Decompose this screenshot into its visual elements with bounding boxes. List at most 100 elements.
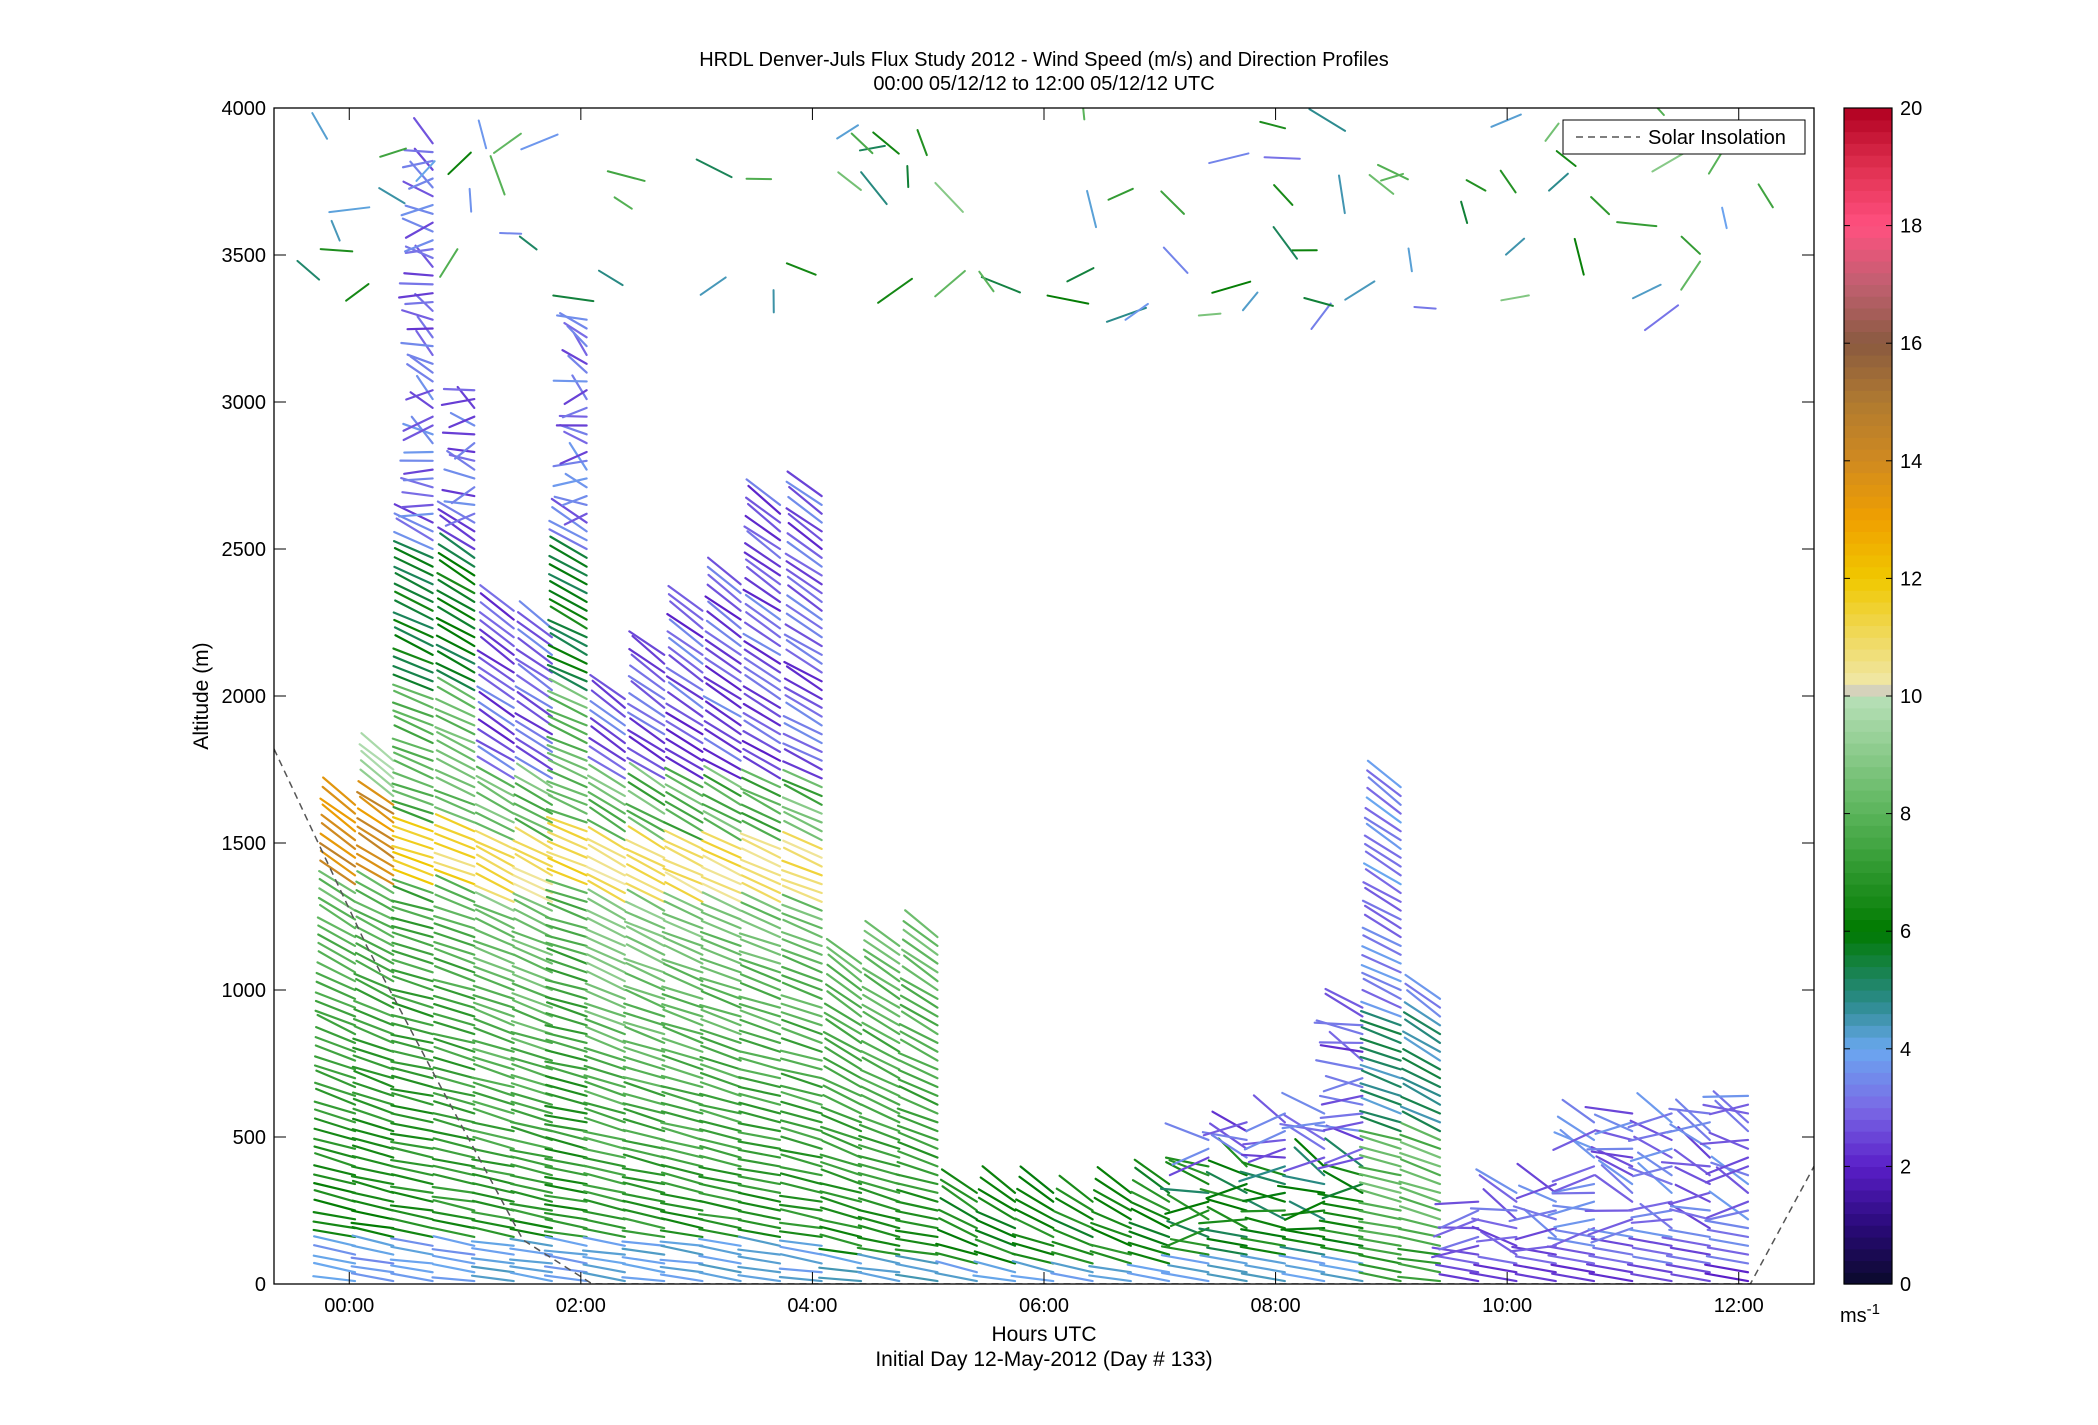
wind-barb [328, 206, 371, 214]
wind-barb [390, 1217, 434, 1230]
wind-barb [319, 859, 357, 886]
wind-barb [818, 1247, 863, 1256]
wind-barb [738, 1029, 782, 1045]
wind-barb [1544, 122, 1560, 142]
wind-barb [390, 916, 434, 930]
wind-barb [1708, 1237, 1750, 1247]
wind-barb [441, 488, 476, 498]
wind-barb [785, 648, 823, 674]
wind-barb [1050, 1261, 1094, 1274]
wind-barb [585, 928, 626, 948]
wind-barb [434, 707, 476, 727]
wind-barb [402, 180, 434, 198]
wind-barb [1514, 1255, 1557, 1265]
wind-barb [313, 1108, 357, 1124]
wind-barb [391, 1074, 434, 1089]
wind-barb [548, 668, 588, 692]
wind-barb [1438, 1235, 1480, 1251]
wind-barb [546, 735, 588, 753]
wind-barb [1362, 977, 1402, 1000]
wind-barb [582, 1263, 626, 1274]
wind-barb [625, 935, 666, 956]
wind-barb [661, 993, 704, 1009]
wind-barb [1281, 1121, 1326, 1130]
wind-barb [661, 1037, 704, 1053]
wind-barb [737, 1265, 782, 1274]
wind-barb [700, 1036, 742, 1053]
wind-barb [1284, 1228, 1326, 1239]
wind-barb [1240, 1254, 1286, 1265]
wind-barb [356, 870, 395, 895]
wind-barb [743, 648, 782, 674]
wind-barb [1400, 1158, 1442, 1177]
colorbar-band [1844, 249, 1892, 262]
wind-barb [1202, 1121, 1248, 1137]
y-tick-label: 3500 [222, 245, 267, 267]
wind-barb [402, 422, 434, 436]
wind-barb [476, 649, 515, 674]
wind-barb [779, 1181, 823, 1194]
wind-barb [432, 1164, 476, 1177]
wind-barb [547, 715, 588, 736]
wind-barb [436, 757, 476, 780]
wind-barb [660, 1110, 704, 1124]
wind-barb [512, 866, 553, 886]
wind-barb [312, 1220, 357, 1230]
wind-barb [435, 776, 476, 798]
colorbar-band [1844, 1154, 1892, 1167]
wind-barb [582, 1271, 626, 1283]
wind-barb [512, 847, 553, 868]
wind-barb [697, 1212, 742, 1221]
wind-barb [433, 1002, 476, 1018]
wind-barb [1259, 120, 1287, 130]
wind-barb [1547, 1254, 1596, 1265]
wind-barb [626, 756, 666, 780]
wind-barb [1710, 1155, 1750, 1186]
wind-barb [510, 1056, 553, 1071]
wind-barb [446, 449, 476, 471]
wind-barb [440, 397, 476, 407]
wind-barb [547, 857, 588, 877]
wind-barb [1600, 1164, 1634, 1194]
wind-barb [737, 1228, 782, 1239]
wind-barb [1359, 1037, 1402, 1053]
wind-barb [662, 971, 704, 992]
colorbar-band [1844, 413, 1892, 427]
wind-barb [313, 1117, 357, 1133]
wind-barb [742, 755, 782, 780]
wind-barb [477, 780, 515, 806]
wind-barb [548, 519, 588, 542]
wind-barb [563, 321, 588, 339]
wind-barb [354, 951, 395, 974]
wind-barb [779, 1245, 823, 1256]
wind-barb [1669, 1208, 1711, 1221]
wind-barb [698, 1199, 742, 1212]
wind-barb [896, 1188, 939, 1203]
wind-barb [1547, 1200, 1596, 1217]
wind-barb [1367, 776, 1402, 806]
wind-barb [627, 781, 666, 806]
wind-barb [433, 868, 476, 886]
wind-barb [1590, 196, 1611, 216]
wind-barb [587, 843, 626, 868]
colorbar-band [1844, 237, 1892, 250]
wind-barb [585, 936, 626, 956]
wind-barb [740, 787, 782, 806]
wind-barb [901, 965, 939, 992]
wind-barb [1669, 1246, 1711, 1256]
wind-barb [589, 806, 626, 833]
wind-barb [1293, 1146, 1326, 1177]
wind-barb [1208, 152, 1250, 165]
wind-barb [897, 1141, 939, 1159]
wind-barb [1631, 1165, 1673, 1178]
wind-barb [548, 722, 588, 745]
wind-barb [591, 679, 626, 709]
wind-barb [315, 1069, 357, 1089]
wind-barb [742, 747, 782, 771]
wind-barb [1401, 1057, 1442, 1080]
wind-barb [360, 749, 395, 780]
wind-barb [314, 1055, 357, 1071]
wind-barb [1366, 759, 1402, 789]
colorbar-band [1844, 402, 1892, 415]
